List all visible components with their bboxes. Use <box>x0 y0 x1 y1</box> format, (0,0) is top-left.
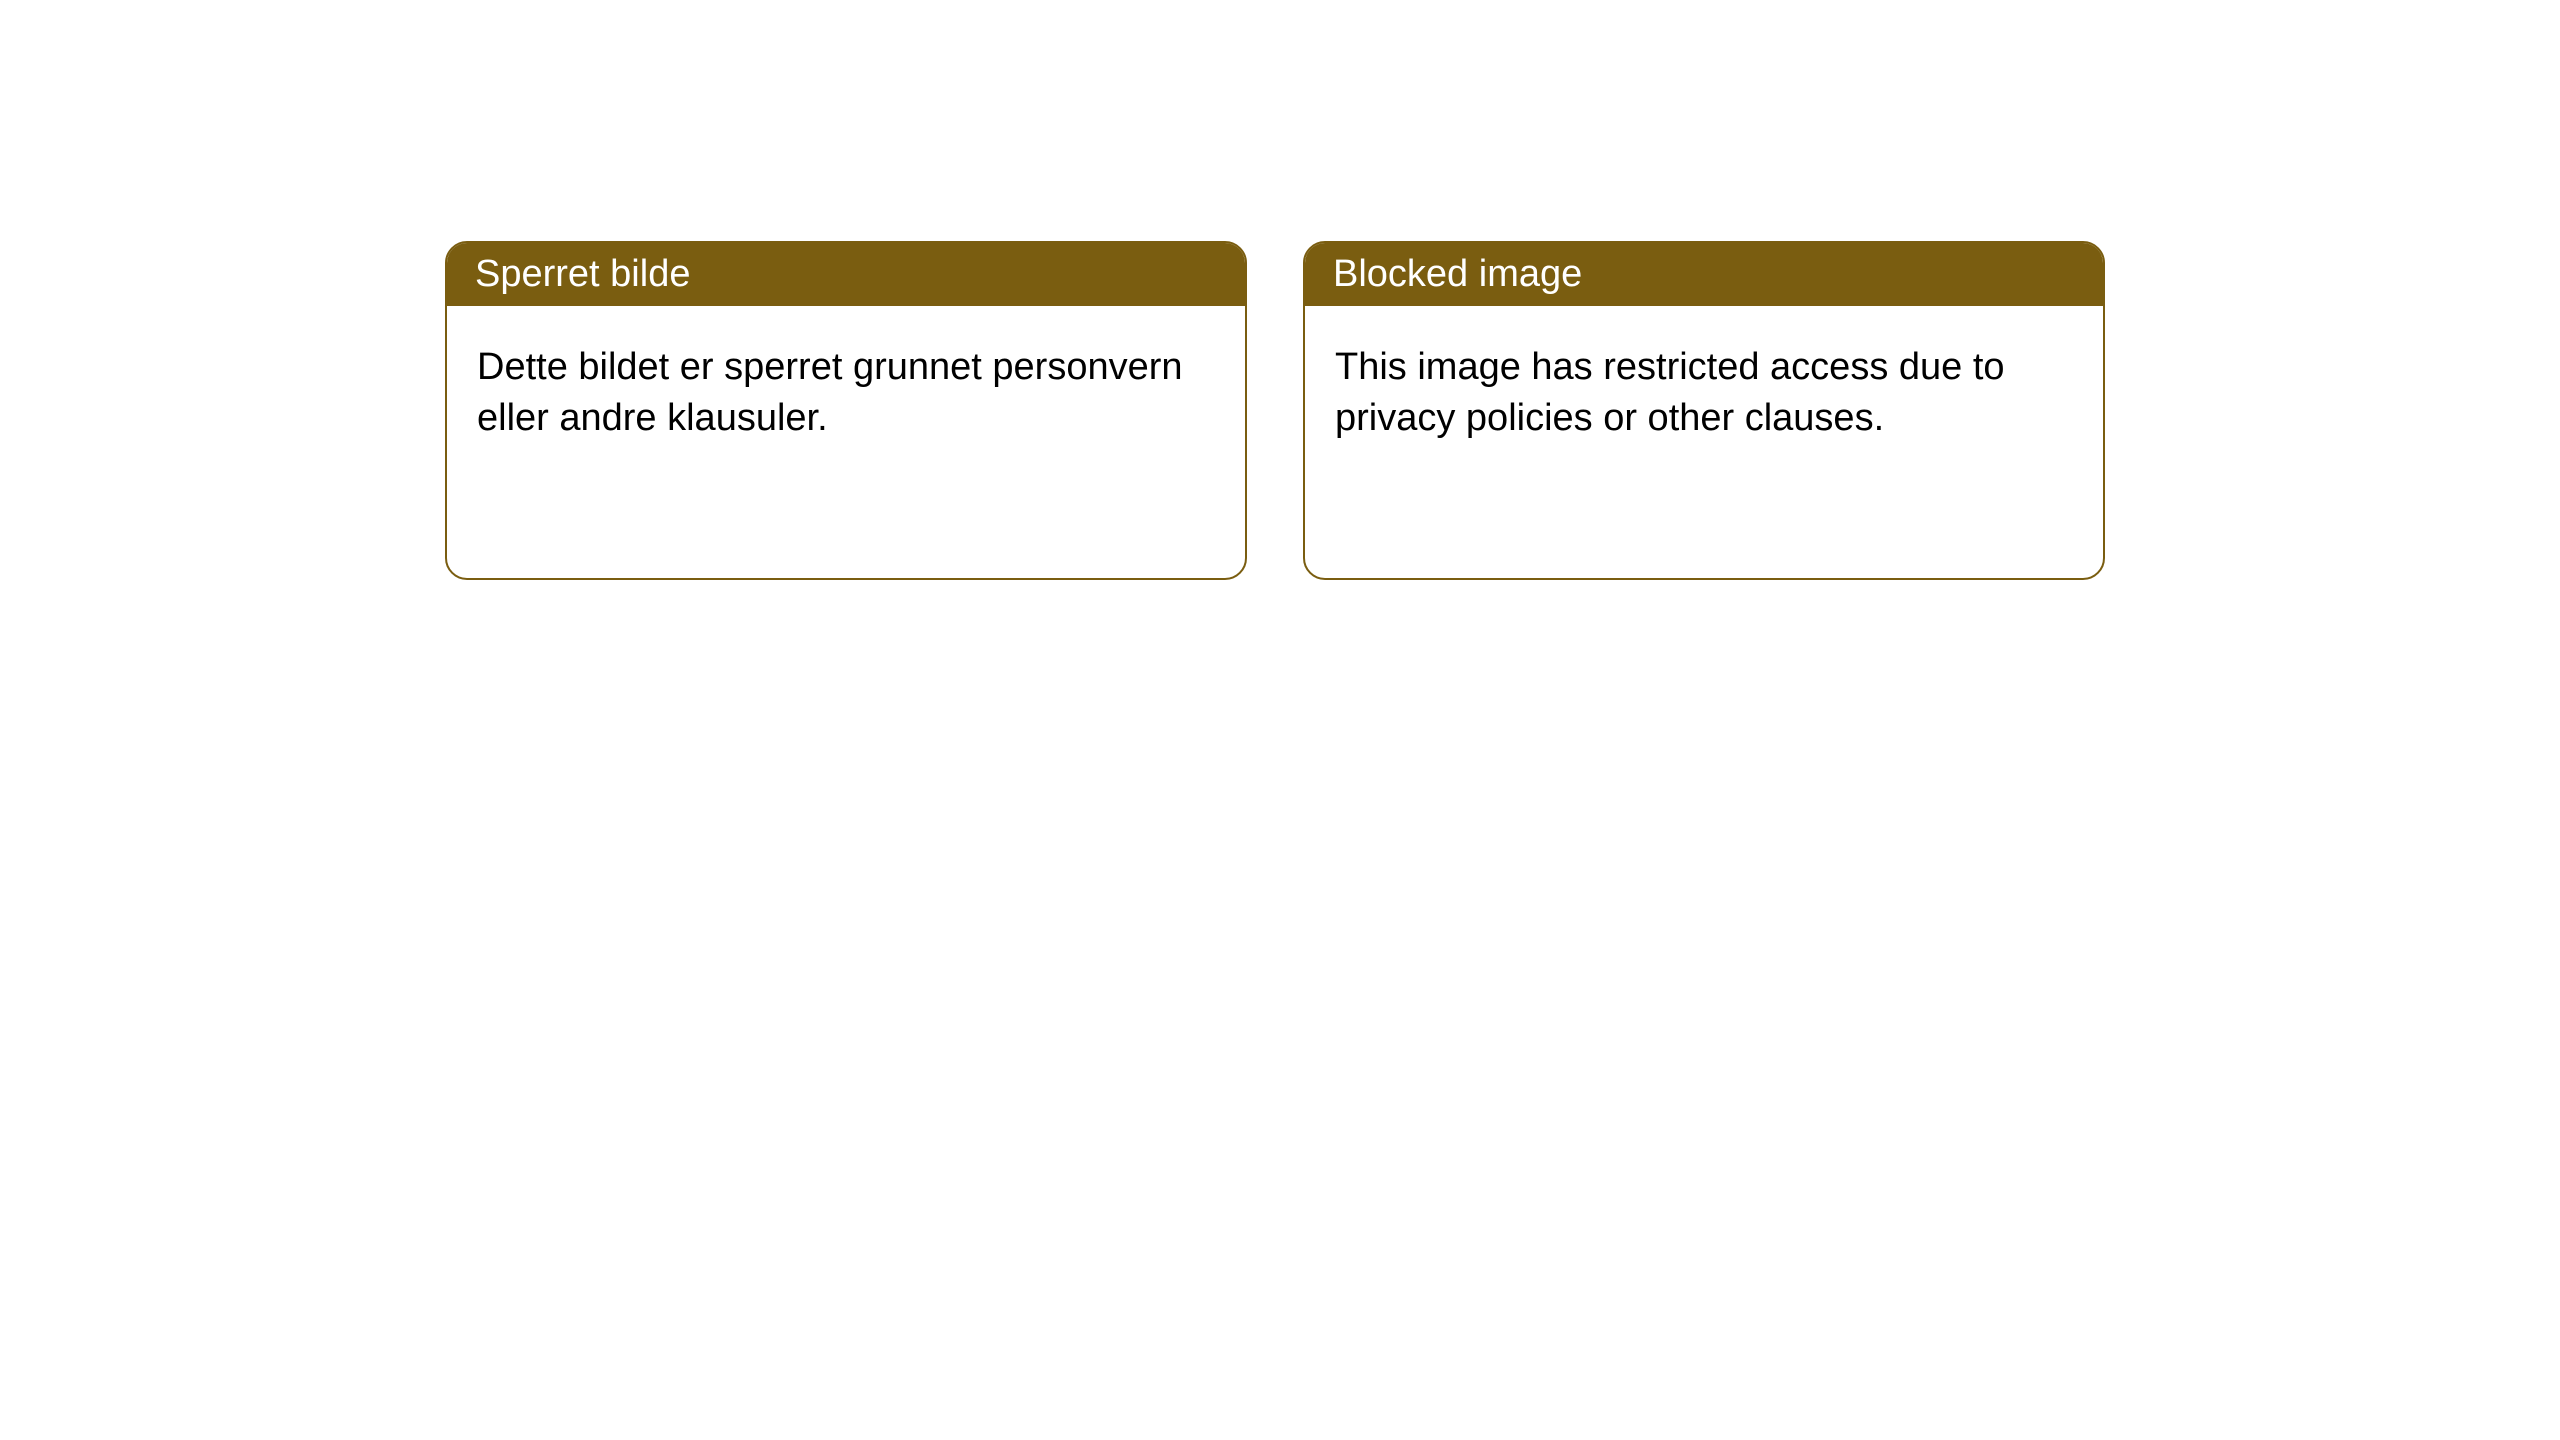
card-body-text-en: This image has restricted access due to … <box>1335 346 2005 439</box>
card-body-text-no: Dette bildet er sperret grunnet personve… <box>477 346 1183 439</box>
card-body-no: Dette bildet er sperret grunnet personve… <box>447 306 1245 481</box>
blocked-image-card-en: Blocked image This image has restricted … <box>1303 241 2105 580</box>
blocked-image-card-no: Sperret bilde Dette bildet er sperret gr… <box>445 241 1247 580</box>
card-title-no: Sperret bilde <box>475 253 690 295</box>
card-title-en: Blocked image <box>1333 253 1582 295</box>
card-body-en: This image has restricted access due to … <box>1305 306 2103 481</box>
card-header-en: Blocked image <box>1305 243 2103 306</box>
notice-container: Sperret bilde Dette bildet er sperret gr… <box>445 241 2105 580</box>
card-header-no: Sperret bilde <box>447 243 1245 306</box>
